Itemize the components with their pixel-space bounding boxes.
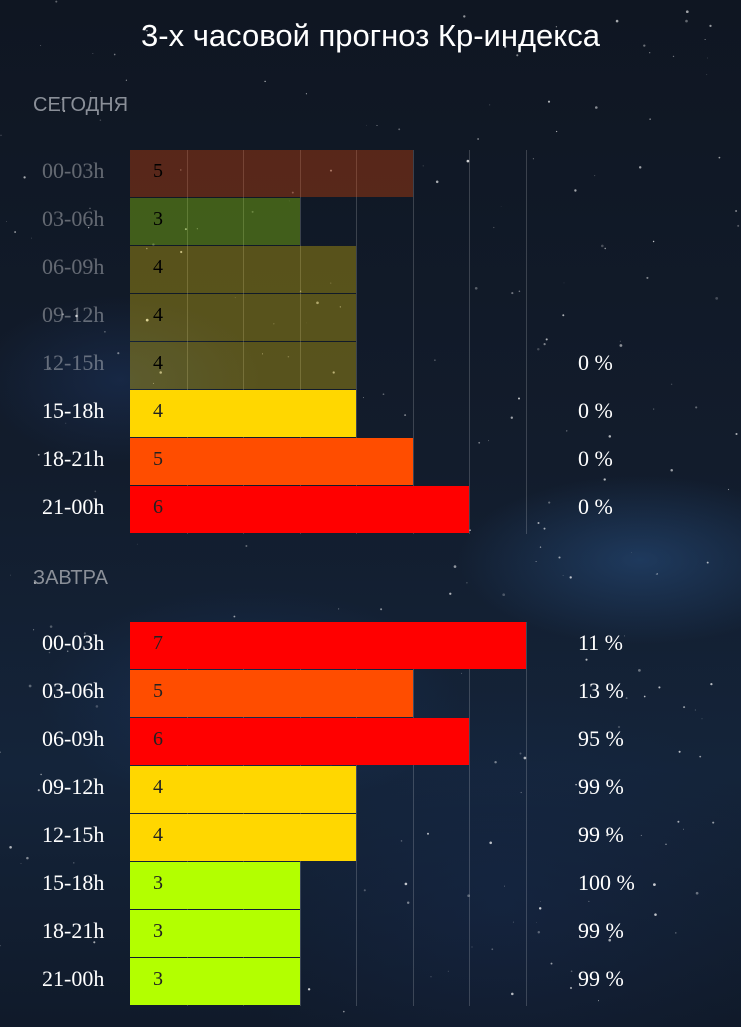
gridline-kp-5 <box>412 150 414 534</box>
time-interval-label: 00-03h <box>42 630 105 655</box>
kp-bar <box>130 718 469 765</box>
kp-value-label: 4 <box>153 256 163 278</box>
probability-label: 99 % <box>578 774 624 799</box>
forecast-row: 00-03h 5 <box>0 150 741 198</box>
kp-bar <box>130 246 356 293</box>
forecast-row: 03-06h 5 13 % <box>0 670 741 718</box>
gridline-kp-6 <box>469 150 470 534</box>
forecast-row: 06-09h 6 95 % <box>0 718 741 766</box>
kp-bar <box>130 198 300 245</box>
time-interval-label: 03-06h <box>42 678 105 703</box>
gridline-kp-1 <box>186 150 188 534</box>
gridline-kp-4 <box>356 622 357 1006</box>
kp-value-label: 3 <box>153 208 163 230</box>
time-interval-label: 21-00h <box>42 494 105 519</box>
time-interval-label: 06-09h <box>42 254 105 279</box>
kp-value-label: 7 <box>153 632 163 654</box>
probability-label: 99 % <box>578 822 624 847</box>
probability-label: 0 % <box>578 446 613 471</box>
probability-label: 100 % <box>578 870 635 895</box>
kp-bar <box>130 438 413 485</box>
kp-bar <box>130 862 300 909</box>
kp-bar <box>130 390 356 437</box>
forecast-row: 09-12h 4 <box>0 294 741 342</box>
forecast-row: 03-06h 3 <box>0 198 741 246</box>
time-interval-label: 06-09h <box>42 726 105 751</box>
time-interval-label: 18-21h <box>42 446 105 471</box>
time-interval-label: 15-18h <box>42 870 105 895</box>
kp-value-label: 4 <box>153 400 163 422</box>
kp-value-label: 5 <box>153 448 163 470</box>
gridline-kp-7 <box>525 622 527 1006</box>
probability-label: 0 % <box>578 494 613 519</box>
forecast-row: 12-15h 4 0 % <box>0 342 741 390</box>
time-interval-label: 15-18h <box>42 398 105 423</box>
kp-value-label: 5 <box>153 680 163 702</box>
probability-label: 99 % <box>578 918 624 943</box>
kp-bar <box>130 814 356 861</box>
kp-bar <box>130 294 356 341</box>
kp-value-label: 3 <box>153 872 163 894</box>
time-interval-label: 12-15h <box>42 350 105 375</box>
kp-value-label: 6 <box>153 728 163 750</box>
kp-bar <box>130 910 300 957</box>
page-title: 3-х часовой прогноз Кр-индекса <box>141 18 600 53</box>
probability-label: 0 % <box>578 398 613 423</box>
forecast-row: 21-00h 3 99 % <box>0 958 741 1006</box>
kp-bar <box>130 958 300 1005</box>
forecast-row: 15-18h 3 100 % <box>0 862 741 910</box>
time-interval-label: 21-00h <box>42 966 105 991</box>
kp-value-label: 4 <box>153 824 163 846</box>
kp-value-label: 4 <box>153 352 163 374</box>
kp-bar <box>130 342 356 389</box>
kp-value-label: 4 <box>153 776 163 798</box>
forecast-row: 18-21h 3 99 % <box>0 910 741 958</box>
time-interval-label: 09-12h <box>42 774 105 799</box>
forecast-row: 00-03h 7 11 % <box>0 622 741 670</box>
gridline-kp-2 <box>243 150 244 534</box>
forecast-row: 09-12h 4 99 % <box>0 766 741 814</box>
probability-label: 13 % <box>578 678 624 703</box>
gridline-kp-4 <box>356 150 357 534</box>
time-interval-label: 12-15h <box>42 822 105 847</box>
probability-label: 11 % <box>578 630 624 655</box>
kp-bar <box>130 486 469 533</box>
section-title-tomorrow: ЗАВТРА <box>33 567 108 589</box>
gridline-kp-5 <box>412 622 414 1006</box>
kp-bar <box>130 670 413 717</box>
forecast-row: 06-09h 4 <box>0 246 741 294</box>
kp-bar <box>130 766 356 813</box>
probability-label: 95 % <box>578 726 624 751</box>
probability-label: 0 % <box>578 350 613 375</box>
kp-value-label: 5 <box>153 160 163 182</box>
forecast-row: 12-15h 4 99 % <box>0 814 741 862</box>
kp-value-label: 6 <box>153 496 163 518</box>
kp-bar <box>130 622 526 669</box>
section-title-today: СЕГОДНЯ <box>33 94 129 116</box>
gridline-kp-7 <box>525 150 527 534</box>
kp-bar <box>130 150 413 197</box>
forecast-row: 15-18h 4 0 % <box>0 390 741 438</box>
time-interval-label: 00-03h <box>42 158 105 183</box>
gridline-kp-3 <box>299 150 301 534</box>
forecast-row: 18-21h 5 0 % <box>0 438 741 486</box>
gridline-kp-6 <box>469 622 470 1006</box>
kp-value-label: 3 <box>153 968 163 990</box>
kp-value-label: 3 <box>153 920 163 942</box>
time-interval-label: 09-12h <box>42 302 105 327</box>
forecast-row: 21-00h 6 0 % <box>0 486 741 534</box>
kp-value-label: 4 <box>153 304 163 326</box>
time-interval-label: 03-06h <box>42 206 105 231</box>
probability-label: 99 % <box>578 966 624 991</box>
time-interval-label: 18-21h <box>42 918 105 943</box>
